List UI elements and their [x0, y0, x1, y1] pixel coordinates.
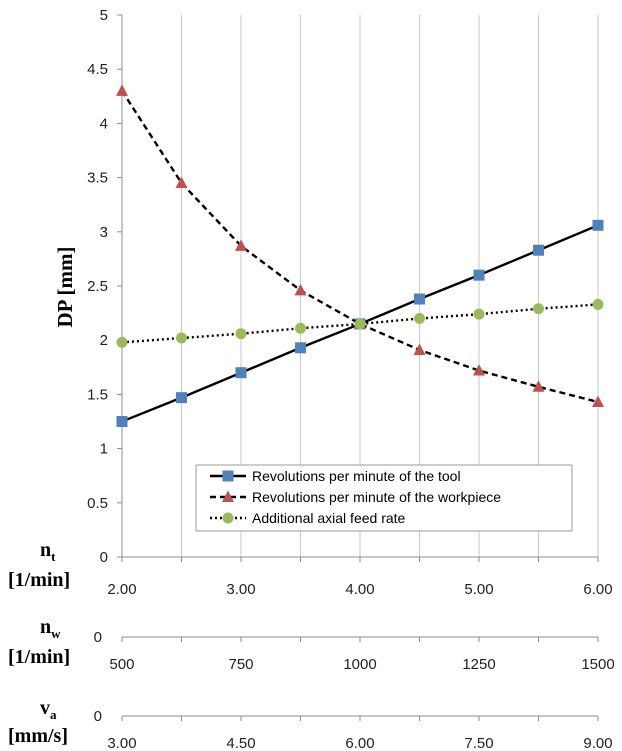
x-tick-label: 750	[228, 656, 253, 673]
x-tick-label: 9.00	[583, 735, 612, 751]
data-point-triangle	[473, 364, 485, 376]
axis-symbol-subscript: w	[51, 626, 61, 641]
data-point-triangle	[294, 283, 307, 296]
y-tick-label: 3.5	[87, 170, 108, 187]
y-tick-label: 1	[100, 441, 108, 458]
legend-marker-triangle	[222, 490, 234, 502]
axis-symbol: nt	[40, 539, 56, 564]
y-tick-label: 5	[100, 7, 108, 24]
data-point-square	[295, 342, 306, 354]
data-point-square	[592, 219, 604, 231]
data-point-square	[473, 269, 485, 281]
legend-marker-circle	[222, 512, 234, 524]
x-tick-label: 1250	[462, 656, 495, 673]
secondary-axes: nt[1/min]nw[1/min]va[mm/s]	[8, 539, 599, 747]
tick-labels: 0 0.5 1 1.5 2 2.5 3 3.5 4 4.5 5 2.00 3.00 4.00 5.00 6.0…	[87, 7, 615, 751]
data-point-circle	[354, 318, 366, 330]
data-point-square	[235, 367, 247, 379]
legend-box	[195, 464, 573, 532]
x-tick-label: 6.00	[583, 581, 612, 598]
y-tick-label: 2.5	[87, 278, 108, 295]
axis-symbol: va	[40, 697, 57, 722]
axis-symbol-subscript: t	[51, 549, 56, 564]
x-tick-label: 7.50	[464, 735, 493, 751]
axis-origin-label: 0	[94, 629, 102, 646]
axis-symbol-subscript: a	[50, 707, 57, 722]
data-point-triangle	[413, 343, 426, 355]
y-tick-label: 0	[100, 549, 108, 566]
x-tick-label: 2.00	[107, 581, 136, 598]
x-tick-label: 3.00	[107, 735, 136, 751]
y-tick-label: 3	[100, 224, 108, 241]
axis-symbol-main: n	[40, 539, 51, 561]
axis-symbol: nw	[40, 616, 61, 641]
y-tick-label: 0.5	[87, 495, 108, 512]
data-point-circle	[116, 336, 128, 348]
data-point-square	[176, 392, 187, 404]
axis-symbol-main: n	[40, 616, 51, 638]
data-point-circle	[533, 303, 544, 315]
y-tick-label: 4.5	[87, 61, 108, 78]
data-point-triangle	[532, 380, 545, 392]
axis-unit: [1/min]	[8, 569, 70, 591]
legend: Revolutions per minute of the tool Revolu…	[195, 464, 573, 532]
x-tick-label: 5.00	[464, 581, 493, 598]
x-tick-label: 1500	[581, 656, 614, 673]
series-group	[116, 84, 604, 427]
data-point-circle	[592, 298, 604, 310]
data-point-triangle	[235, 239, 247, 251]
data-point-square	[116, 416, 128, 427]
x-tick-label: 4.50	[226, 735, 255, 751]
y-tick-label: 2	[100, 332, 108, 349]
data-point-triangle	[175, 176, 188, 189]
legend-marker-square	[222, 470, 234, 482]
x-tick-label: 500	[109, 656, 134, 673]
axis-unit: [mm/s]	[8, 725, 68, 747]
legend-label: Revolutions per minute of the workpiece	[252, 489, 501, 505]
y-axis-label: DP [mm]	[53, 246, 77, 327]
data-point-triangle	[592, 395, 604, 407]
x-tick-label: 6.00	[345, 735, 374, 751]
data-point-square	[533, 244, 544, 256]
data-point-circle	[414, 313, 425, 325]
data-point-circle	[176, 332, 187, 344]
y-tick-label: 4	[100, 115, 108, 132]
x-tick-label: 1000	[343, 656, 376, 673]
legend-label: Revolutions per minute of the tool	[252, 468, 461, 484]
axis-symbol-main: v	[40, 697, 50, 719]
data-point-square	[414, 293, 425, 305]
data-point-triangle	[116, 84, 128, 96]
y-tick-label: 1.5	[87, 386, 108, 403]
data-point-circle	[295, 322, 306, 334]
legend-label: Additional axial feed rate	[252, 510, 406, 526]
axis-unit: [1/min]	[8, 646, 70, 668]
data-point-circle	[473, 308, 485, 320]
x-tick-label: 3.00	[226, 581, 255, 598]
x-tick-label: 4.00	[345, 581, 374, 598]
data-point-circle	[235, 328, 247, 340]
axis-origin-label: 0	[94, 708, 102, 725]
